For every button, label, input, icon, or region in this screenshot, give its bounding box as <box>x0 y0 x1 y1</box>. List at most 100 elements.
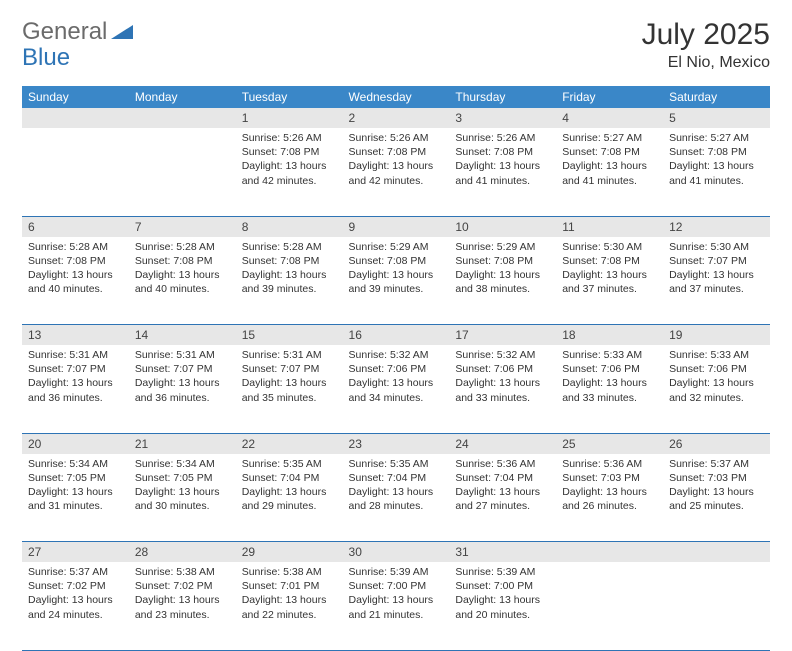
day-details: Sunrise: 5:36 AMSunset: 7:04 PMDaylight:… <box>449 454 556 520</box>
day-number: 3 <box>449 108 556 128</box>
day-body-cell: Sunrise: 5:38 AMSunset: 7:02 PMDaylight:… <box>129 562 236 650</box>
day-number: 16 <box>343 325 450 345</box>
daynum-row: 20212223242526 <box>22 433 770 454</box>
day-details: Sunrise: 5:38 AMSunset: 7:02 PMDaylight:… <box>129 562 236 628</box>
day-number-cell: 24 <box>449 433 556 454</box>
day-details: Sunrise: 5:31 AMSunset: 7:07 PMDaylight:… <box>22 345 129 411</box>
day-number: 28 <box>129 542 236 562</box>
day-number: 22 <box>236 434 343 454</box>
day-number-cell <box>663 542 770 563</box>
day-body-cell: Sunrise: 5:31 AMSunset: 7:07 PMDaylight:… <box>129 345 236 433</box>
day-body-row: Sunrise: 5:28 AMSunset: 7:08 PMDaylight:… <box>22 237 770 325</box>
day-details: Sunrise: 5:39 AMSunset: 7:00 PMDaylight:… <box>449 562 556 628</box>
day-body-cell <box>129 128 236 216</box>
day-number: 14 <box>129 325 236 345</box>
daynum-row: 13141516171819 <box>22 325 770 346</box>
weekday-header: Friday <box>556 86 663 108</box>
day-number-cell: 9 <box>343 216 450 237</box>
day-number: 15 <box>236 325 343 345</box>
day-body-cell: Sunrise: 5:31 AMSunset: 7:07 PMDaylight:… <box>22 345 129 433</box>
day-details: Sunrise: 5:39 AMSunset: 7:00 PMDaylight:… <box>343 562 450 628</box>
title-block: July 2025 El Nio, Mexico <box>642 18 770 72</box>
day-number-cell: 1 <box>236 108 343 128</box>
day-details: Sunrise: 5:38 AMSunset: 7:01 PMDaylight:… <box>236 562 343 628</box>
day-details: Sunrise: 5:31 AMSunset: 7:07 PMDaylight:… <box>129 345 236 411</box>
day-number-cell: 16 <box>343 325 450 346</box>
day-details: Sunrise: 5:30 AMSunset: 7:08 PMDaylight:… <box>556 237 663 303</box>
day-body-cell: Sunrise: 5:30 AMSunset: 7:07 PMDaylight:… <box>663 237 770 325</box>
day-number: 18 <box>556 325 663 345</box>
day-number: 10 <box>449 217 556 237</box>
day-number: 27 <box>22 542 129 562</box>
day-body-cell: Sunrise: 5:29 AMSunset: 7:08 PMDaylight:… <box>343 237 450 325</box>
day-number: 4 <box>556 108 663 128</box>
day-number-cell: 7 <box>129 216 236 237</box>
day-number: 9 <box>343 217 450 237</box>
day-number-cell: 20 <box>22 433 129 454</box>
day-number: 17 <box>449 325 556 345</box>
day-body-cell: Sunrise: 5:27 AMSunset: 7:08 PMDaylight:… <box>556 128 663 216</box>
day-body-row: Sunrise: 5:37 AMSunset: 7:02 PMDaylight:… <box>22 562 770 650</box>
day-number: 31 <box>449 542 556 562</box>
day-body-cell <box>556 562 663 650</box>
calendar-body: 12345Sunrise: 5:26 AMSunset: 7:08 PMDayl… <box>22 108 770 650</box>
day-body-cell: Sunrise: 5:36 AMSunset: 7:03 PMDaylight:… <box>556 454 663 542</box>
weekday-header-row: SundayMondayTuesdayWednesdayThursdayFrid… <box>22 86 770 108</box>
day-number: 7 <box>129 217 236 237</box>
day-body-cell: Sunrise: 5:35 AMSunset: 7:04 PMDaylight:… <box>236 454 343 542</box>
day-body-cell: Sunrise: 5:34 AMSunset: 7:05 PMDaylight:… <box>22 454 129 542</box>
day-details: Sunrise: 5:28 AMSunset: 7:08 PMDaylight:… <box>129 237 236 303</box>
day-body-cell: Sunrise: 5:30 AMSunset: 7:08 PMDaylight:… <box>556 237 663 325</box>
day-number: 25 <box>556 434 663 454</box>
day-number-cell <box>129 108 236 128</box>
day-number-cell: 23 <box>343 433 450 454</box>
weekday-header: Wednesday <box>343 86 450 108</box>
day-number: 8 <box>236 217 343 237</box>
day-number: 1 <box>236 108 343 128</box>
day-body-cell: Sunrise: 5:32 AMSunset: 7:06 PMDaylight:… <box>343 345 450 433</box>
day-number-cell: 29 <box>236 542 343 563</box>
day-details: Sunrise: 5:33 AMSunset: 7:06 PMDaylight:… <box>663 345 770 411</box>
logo-triangle-icon <box>111 23 133 44</box>
day-number-cell: 4 <box>556 108 663 128</box>
day-body-cell: Sunrise: 5:36 AMSunset: 7:04 PMDaylight:… <box>449 454 556 542</box>
day-number: 26 <box>663 434 770 454</box>
logo-text-general: General <box>22 18 107 46</box>
day-body-cell: Sunrise: 5:26 AMSunset: 7:08 PMDaylight:… <box>449 128 556 216</box>
day-details: Sunrise: 5:33 AMSunset: 7:06 PMDaylight:… <box>556 345 663 411</box>
day-number-cell: 11 <box>556 216 663 237</box>
day-details: Sunrise: 5:32 AMSunset: 7:06 PMDaylight:… <box>449 345 556 411</box>
day-body-row: Sunrise: 5:34 AMSunset: 7:05 PMDaylight:… <box>22 454 770 542</box>
day-number: 29 <box>236 542 343 562</box>
logo: General <box>22 18 135 46</box>
day-number-cell: 12 <box>663 216 770 237</box>
day-number: 24 <box>449 434 556 454</box>
day-number-cell: 31 <box>449 542 556 563</box>
weekday-header: Thursday <box>449 86 556 108</box>
day-body-cell: Sunrise: 5:28 AMSunset: 7:08 PMDaylight:… <box>22 237 129 325</box>
day-number-cell: 30 <box>343 542 450 563</box>
day-body-cell: Sunrise: 5:37 AMSunset: 7:03 PMDaylight:… <box>663 454 770 542</box>
day-details: Sunrise: 5:32 AMSunset: 7:06 PMDaylight:… <box>343 345 450 411</box>
month-title: July 2025 <box>642 18 770 52</box>
day-number: 13 <box>22 325 129 345</box>
day-number: 21 <box>129 434 236 454</box>
day-details: Sunrise: 5:28 AMSunset: 7:08 PMDaylight:… <box>22 237 129 303</box>
day-details: Sunrise: 5:37 AMSunset: 7:03 PMDaylight:… <box>663 454 770 520</box>
daynum-row: 12345 <box>22 108 770 128</box>
day-details: Sunrise: 5:27 AMSunset: 7:08 PMDaylight:… <box>556 128 663 194</box>
weekday-header: Sunday <box>22 86 129 108</box>
day-number: 2 <box>343 108 450 128</box>
day-number: 20 <box>22 434 129 454</box>
day-body-cell: Sunrise: 5:38 AMSunset: 7:01 PMDaylight:… <box>236 562 343 650</box>
day-number-cell: 2 <box>343 108 450 128</box>
day-body-cell: Sunrise: 5:33 AMSunset: 7:06 PMDaylight:… <box>663 345 770 433</box>
day-number-cell: 21 <box>129 433 236 454</box>
day-number: 6 <box>22 217 129 237</box>
day-body-cell <box>663 562 770 650</box>
day-details: Sunrise: 5:37 AMSunset: 7:02 PMDaylight:… <box>22 562 129 628</box>
daynum-row: 6789101112 <box>22 216 770 237</box>
day-number-cell: 26 <box>663 433 770 454</box>
day-details: Sunrise: 5:29 AMSunset: 7:08 PMDaylight:… <box>343 237 450 303</box>
day-body-cell: Sunrise: 5:26 AMSunset: 7:08 PMDaylight:… <box>236 128 343 216</box>
